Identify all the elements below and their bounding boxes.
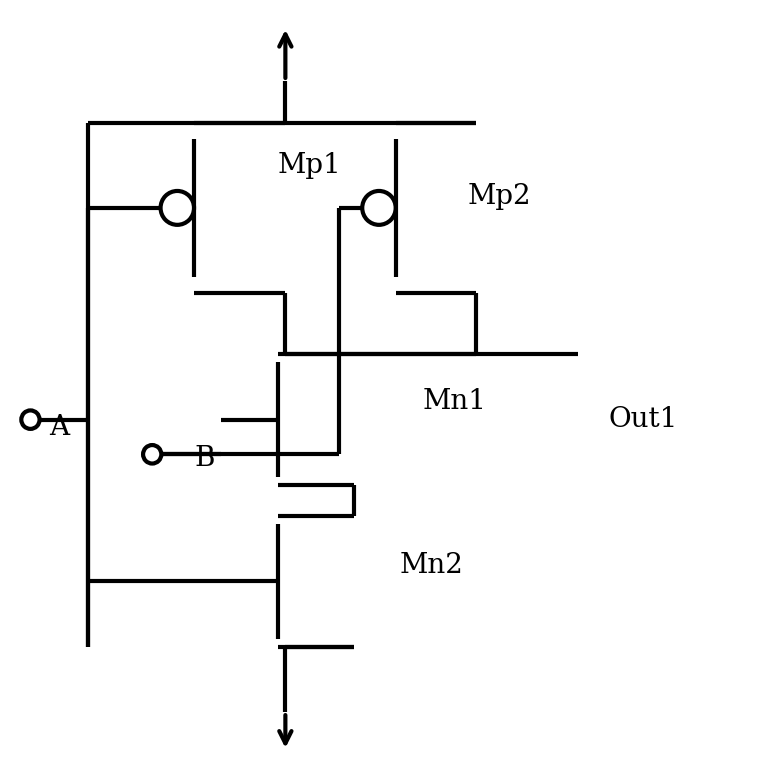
Text: Mp2: Mp2 <box>468 182 532 210</box>
Text: Out1: Out1 <box>609 406 678 434</box>
Text: Mp1: Mp1 <box>278 152 342 179</box>
Text: B: B <box>194 444 215 472</box>
Text: A: A <box>49 413 69 441</box>
Text: Mn1: Mn1 <box>422 388 486 416</box>
Text: Mn2: Mn2 <box>400 552 463 580</box>
